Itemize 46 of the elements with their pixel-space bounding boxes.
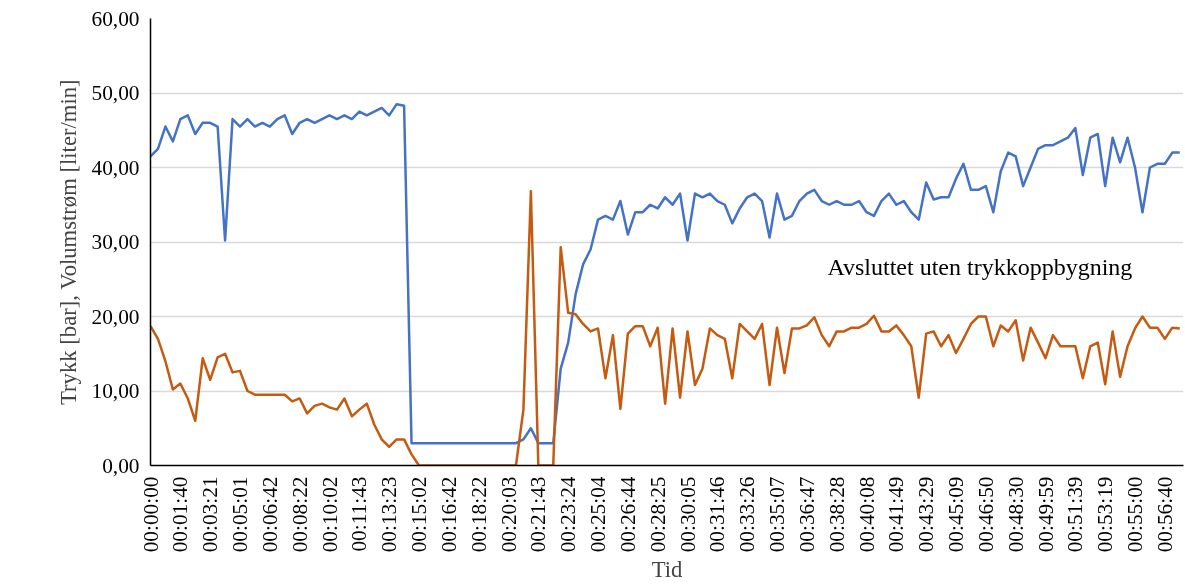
x-tick-label: 00:20:03 bbox=[496, 476, 521, 553]
x-tick-label: 00:00:00 bbox=[138, 476, 163, 553]
x-tick-label: 00:18:22 bbox=[466, 476, 491, 553]
x-tick-label: 00:11:43 bbox=[347, 476, 372, 552]
x-tick-label: 00:43:29 bbox=[914, 476, 939, 553]
x-tick-label: 00:51:39 bbox=[1063, 476, 1088, 553]
x-tick-label: 00:13:23 bbox=[377, 476, 402, 553]
y-tick-label: 0,00 bbox=[102, 453, 140, 478]
annotation: Avsluttet uten trykkoppbygning bbox=[827, 253, 1133, 280]
x-tick-label: 00:46:50 bbox=[973, 476, 998, 553]
x-tick-label: 00:33:26 bbox=[735, 476, 760, 553]
x-tick-label: 00:06:42 bbox=[257, 476, 282, 553]
x-tick-label: 00:28:25 bbox=[645, 476, 670, 553]
x-tick-label: 00:01:40 bbox=[168, 476, 193, 553]
x-tick-label: 00:38:28 bbox=[824, 476, 849, 553]
x-tick-label: 00:21:43 bbox=[526, 476, 551, 553]
x-tick-label: 00:36:47 bbox=[794, 476, 819, 553]
y-axis-title: Trykk [bar], Volumstrøm [liter/min] bbox=[55, 79, 81, 405]
x-tick-label: 00:41:49 bbox=[884, 476, 909, 553]
line-series bbox=[150, 102, 1182, 445]
x-tick-label: 00:56:40 bbox=[1152, 476, 1177, 553]
x-tick-label: 00:05:01 bbox=[228, 476, 252, 553]
x-tick-label: 00:31:46 bbox=[705, 476, 730, 553]
x-tick-label: 00:48:30 bbox=[1003, 476, 1028, 553]
y-tick-label: 30,00 bbox=[91, 230, 140, 254]
x-tick-label: 00:23:24 bbox=[556, 476, 581, 553]
x-tick-label: 00:30:05 bbox=[675, 476, 700, 553]
x-axis-title: Tid bbox=[651, 557, 683, 583]
x-tick-label: 00:53:19 bbox=[1093, 476, 1118, 553]
x-tick-label: 00:03:21 bbox=[198, 476, 223, 553]
x-tick-label: 00:49:59 bbox=[1033, 476, 1058, 553]
y-tick-label: 40,00 bbox=[91, 155, 140, 180]
x-tick-label: 00:16:42 bbox=[436, 476, 461, 553]
x-tick-label: 00:15:02 bbox=[407, 476, 432, 553]
x-tick-label: 00:10:02 bbox=[317, 476, 342, 553]
x-tick-label: 00:25:04 bbox=[586, 476, 611, 553]
y-tick-label: 50,00 bbox=[91, 81, 140, 105]
x-tick-label: 00:08:22 bbox=[287, 476, 312, 553]
x-tick-label: 00:26:44 bbox=[615, 476, 640, 553]
x-tick-label: 00:45:09 bbox=[944, 476, 969, 553]
x-tick-label: 00:40:08 bbox=[854, 476, 879, 553]
y-tick-label: 20,00 bbox=[91, 304, 140, 329]
y-tick-label: 10,00 bbox=[91, 379, 140, 403]
x-tick-label: 00:35:07 bbox=[765, 476, 790, 553]
y-tick-label: 60,00 bbox=[91, 6, 140, 31]
x-tick-label: 00:55:00 bbox=[1123, 476, 1148, 553]
